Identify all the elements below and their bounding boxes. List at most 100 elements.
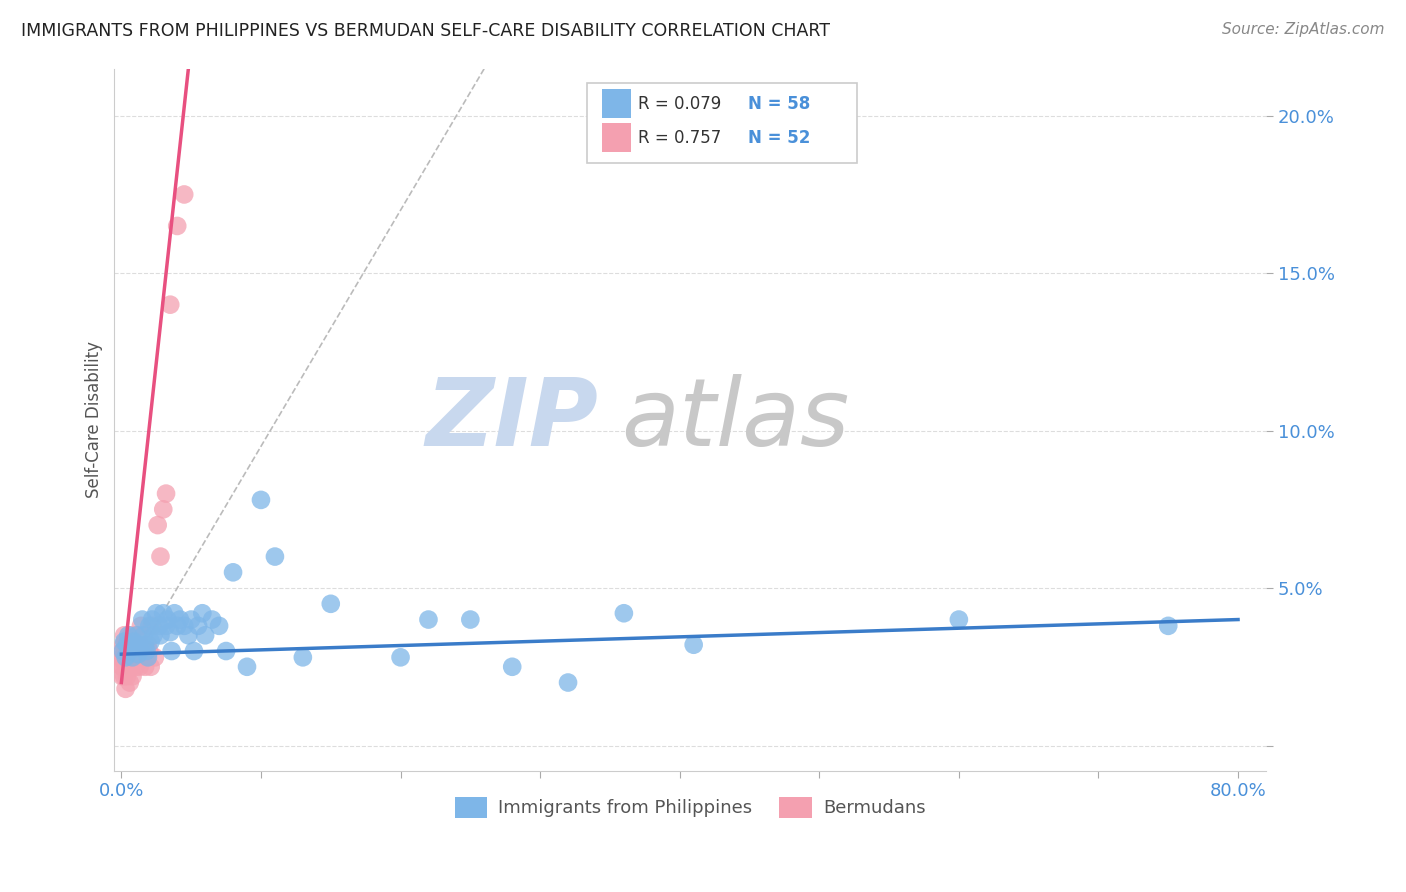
Point <box>613 607 636 621</box>
Point <box>120 628 142 642</box>
Point <box>115 638 138 652</box>
Text: R = 0.757: R = 0.757 <box>638 128 721 146</box>
Point <box>418 613 440 627</box>
Point <box>163 607 186 621</box>
Point <box>177 628 200 642</box>
Point <box>264 549 287 564</box>
Text: R = 0.079: R = 0.079 <box>638 95 721 112</box>
Point <box>111 644 134 658</box>
Point <box>120 640 142 655</box>
Point <box>118 638 141 652</box>
Text: IMMIGRANTS FROM PHILIPPINES VS BERMUDAN SELF-CARE DISABILITY CORRELATION CHART: IMMIGRANTS FROM PHILIPPINES VS BERMUDAN … <box>21 22 830 40</box>
Point <box>152 502 174 516</box>
Point <box>136 650 159 665</box>
Point <box>127 647 149 661</box>
Point <box>1157 619 1180 633</box>
Point <box>146 518 169 533</box>
Point <box>111 644 134 658</box>
Point <box>111 669 134 683</box>
Point <box>120 660 142 674</box>
Point <box>128 640 150 655</box>
Point <box>136 638 159 652</box>
Point <box>159 625 181 640</box>
Point <box>160 644 183 658</box>
Point <box>169 613 191 627</box>
Point <box>501 660 523 674</box>
Point <box>460 613 482 627</box>
Point <box>115 638 138 652</box>
Point <box>173 619 195 633</box>
Point <box>124 638 146 652</box>
Point <box>138 644 160 658</box>
Point <box>114 681 136 696</box>
Point <box>122 634 145 648</box>
Point <box>111 660 134 674</box>
Point <box>131 650 153 665</box>
Point <box>208 619 231 633</box>
Point <box>118 660 141 674</box>
Point <box>152 607 174 621</box>
Point <box>139 660 162 674</box>
Point <box>112 650 135 665</box>
Point <box>139 634 162 648</box>
Point <box>155 619 177 633</box>
Point <box>149 549 172 564</box>
Point <box>187 619 209 633</box>
Point <box>121 650 143 665</box>
Point <box>236 660 259 674</box>
Point <box>138 619 160 633</box>
Point <box>117 644 139 658</box>
Point <box>222 566 245 580</box>
Point <box>132 628 155 642</box>
Text: atlas: atlas <box>621 374 849 465</box>
Point <box>166 219 188 233</box>
Point <box>141 619 163 633</box>
Point <box>114 644 136 658</box>
Point <box>128 660 150 674</box>
Text: N = 58: N = 58 <box>748 95 810 112</box>
FancyBboxPatch shape <box>602 89 631 119</box>
Point <box>111 660 134 674</box>
Point <box>125 638 148 652</box>
Point <box>250 492 273 507</box>
Point <box>115 650 138 665</box>
Point <box>132 644 155 658</box>
Point <box>156 613 179 627</box>
Text: Source: ZipAtlas.com: Source: ZipAtlas.com <box>1222 22 1385 37</box>
Point <box>141 613 163 627</box>
Point <box>121 644 143 658</box>
Point <box>291 650 314 665</box>
Point <box>183 644 205 658</box>
Point <box>118 675 141 690</box>
Point <box>122 650 145 665</box>
Point <box>114 660 136 674</box>
Point <box>120 650 142 665</box>
Point <box>148 619 170 633</box>
Point <box>149 628 172 642</box>
Point <box>215 644 238 658</box>
Point <box>114 650 136 665</box>
Point <box>201 613 224 627</box>
Point <box>118 644 141 658</box>
Point <box>145 607 167 621</box>
Text: N = 52: N = 52 <box>748 128 810 146</box>
Point <box>112 638 135 652</box>
Point <box>155 486 177 500</box>
Y-axis label: Self-Care Disability: Self-Care Disability <box>86 341 103 498</box>
Point <box>117 628 139 642</box>
Point <box>194 628 217 642</box>
Point <box>191 607 214 621</box>
Point <box>948 613 970 627</box>
Point <box>131 613 153 627</box>
FancyBboxPatch shape <box>586 83 858 163</box>
Legend: Immigrants from Philippines, Bermudans: Immigrants from Philippines, Bermudans <box>447 789 932 825</box>
Point <box>129 619 152 633</box>
Point <box>127 628 149 642</box>
Point <box>121 669 143 683</box>
Point <box>112 669 135 683</box>
Point <box>389 650 412 665</box>
Point <box>115 669 138 683</box>
Point <box>135 644 157 658</box>
Point <box>166 619 188 633</box>
Point <box>682 638 704 652</box>
